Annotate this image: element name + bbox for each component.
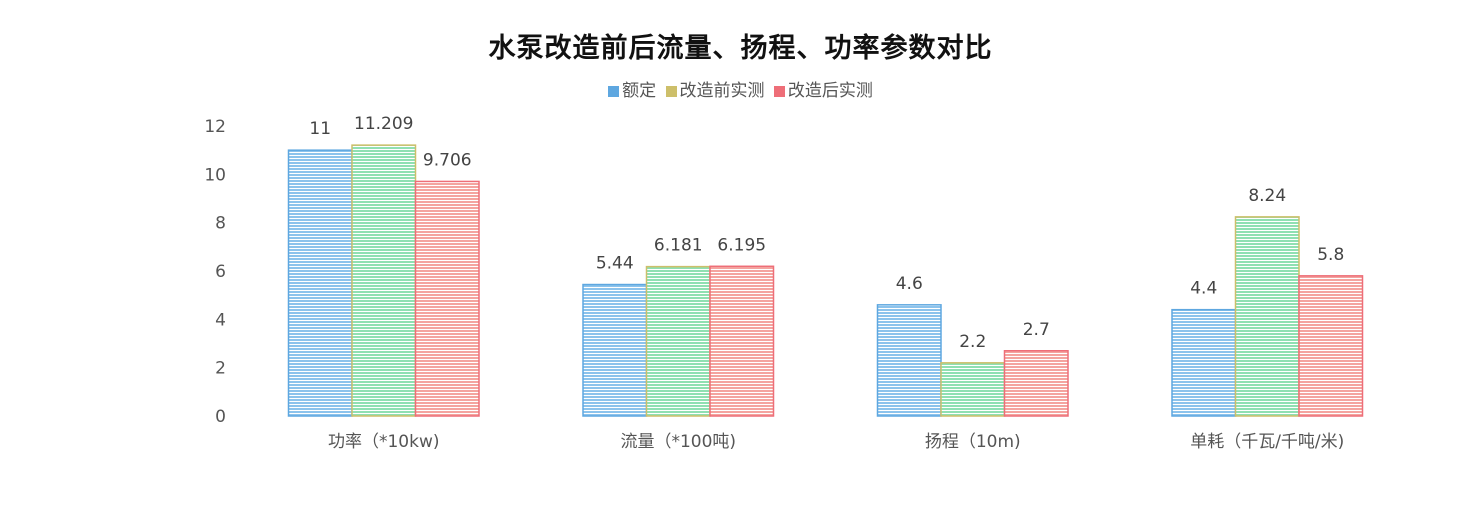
y-tick-label: 4 [215,310,226,330]
legend-label-before: 改造前实测 [679,81,765,101]
legend-item-after: 改造后实测 [773,76,873,101]
data-label: 2.7 [1023,320,1050,340]
x-tick-label: 单耗（千瓦/千吨/米) [1190,432,1344,452]
x-tick-label: 扬程（10m) [925,432,1021,452]
data-label: 4.6 [896,274,923,294]
data-label: 8.24 [1248,186,1286,206]
legend-label-after: 改造后实测 [787,81,873,101]
x-tick-label: 功率（*10kw) [328,432,440,452]
legend: 额定 改造前实测 改造后实测 [0,76,1481,101]
data-label: 5.44 [596,254,634,274]
data-label: 2.2 [959,332,986,352]
y-tick-label: 0 [215,407,226,427]
y-tick-label: 6 [215,262,226,282]
y-tick-label: 10 [204,165,226,185]
chart-title: 水泵改造前后流量、扬程、功率参数对比 [488,33,993,64]
legend-item-before: 改造前实测 [665,76,765,101]
legend-swatch-after [773,86,785,97]
legend-item-rated: 额定 [608,76,656,101]
bar [1234,216,1300,417]
bar [351,144,417,417]
bar [709,265,775,417]
data-label: 11.209 [354,114,413,134]
bar [582,283,648,417]
data-label: 6.181 [654,236,703,256]
data-label: 6.195 [717,235,766,255]
x-tick-label: 流量（*100吨) [620,432,736,452]
data-label: 5.8 [1317,245,1344,265]
bar [1298,275,1364,417]
legend-swatch-before [665,86,677,97]
legend-swatch-rated [608,86,620,97]
data-label: 11 [309,119,331,139]
bar [1171,308,1237,417]
y-tick-label: 2 [215,359,226,379]
bar [645,265,711,417]
y-tick-label: 12 [204,117,226,137]
legend-label-rated: 额定 [622,81,657,101]
bar [414,180,480,417]
y-tick-label: 8 [215,214,226,234]
bar [1003,350,1069,417]
data-label: 9.706 [423,150,472,170]
bar [940,362,1006,417]
bar [876,304,942,417]
data-label: 4.4 [1190,279,1217,299]
bar [287,149,353,417]
